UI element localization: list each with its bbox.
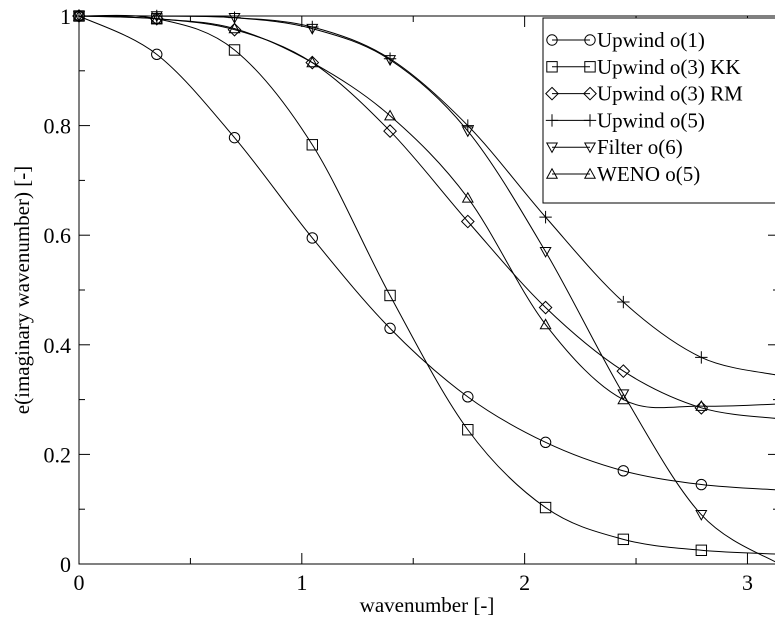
data-point xyxy=(617,389,630,401)
data-point xyxy=(617,295,630,309)
y-axis-title: e(imaginary wavenumber) [-] xyxy=(10,166,34,414)
data-point xyxy=(384,55,397,67)
series-markers xyxy=(72,9,709,556)
data-point xyxy=(228,22,241,34)
data-point xyxy=(462,391,474,403)
data-point xyxy=(462,424,474,436)
y-tick-label: 1 xyxy=(60,4,71,29)
data-point xyxy=(539,318,552,330)
data-point xyxy=(460,214,475,229)
y-tick-label: 0.4 xyxy=(44,333,72,358)
data-point xyxy=(383,52,397,65)
legend-label: Upwind o(1) xyxy=(597,28,705,52)
data-point xyxy=(539,436,552,449)
legend-marker xyxy=(546,34,558,46)
data-point xyxy=(694,400,709,415)
legend-marker xyxy=(583,114,597,127)
data-point xyxy=(149,11,164,26)
axis-ticks: 0 1 2 3 0 0.2 0.4 0.6 0.8 1 xyxy=(44,4,775,595)
data-point xyxy=(538,300,553,315)
x-axis-title: wavenumber [-] xyxy=(360,593,495,617)
data-point xyxy=(228,44,241,56)
data-point xyxy=(539,210,552,224)
x-tick-label: 0 xyxy=(74,570,85,595)
legend-marker xyxy=(546,61,558,73)
data-point xyxy=(617,465,630,477)
x-tick-label: 2 xyxy=(519,570,530,595)
legend-item: WENO o(5) xyxy=(545,162,700,186)
series-line xyxy=(78,15,775,419)
data-point xyxy=(539,501,552,514)
legend-label: Filter o(6) xyxy=(597,135,683,159)
data-point xyxy=(539,246,552,258)
data-point xyxy=(695,509,708,521)
legend-marker xyxy=(583,86,597,101)
x-tick-label: 3 xyxy=(742,570,753,595)
data-point xyxy=(151,48,163,61)
legend-marker xyxy=(584,34,596,46)
data-point xyxy=(461,191,474,203)
legend-label: Upwind o(3) KK xyxy=(597,55,740,79)
series-line xyxy=(78,15,775,409)
legend-item: Upwind o(5) xyxy=(545,108,705,132)
data-point xyxy=(461,126,474,138)
data-point xyxy=(305,55,320,70)
legend-item: Upwind o(3) KK xyxy=(546,55,740,79)
legend-label: Upwind o(3) RM xyxy=(597,82,743,106)
series-line xyxy=(78,14,775,555)
legend-item: Filter o(6) xyxy=(545,135,683,159)
data-point xyxy=(306,56,319,68)
legend-marker xyxy=(583,142,597,154)
data-point xyxy=(384,109,397,121)
y-tick-label: 0.6 xyxy=(44,223,72,248)
legend-item: Upwind o(1) xyxy=(546,28,705,52)
legend-marker xyxy=(545,142,559,154)
data-point xyxy=(227,22,242,37)
legend-marker xyxy=(545,114,559,127)
legend-marker xyxy=(583,167,597,179)
data-point xyxy=(695,399,708,411)
data-point xyxy=(695,351,708,364)
legend-marker xyxy=(545,86,559,101)
legend-item: Upwind o(3) RM xyxy=(545,82,743,106)
data-point xyxy=(617,533,630,546)
x-tick-label: 1 xyxy=(296,570,307,595)
y-tick-label: 0 xyxy=(60,552,71,577)
series-line xyxy=(78,15,775,491)
y-tick-label: 0.8 xyxy=(44,114,72,139)
legend: Upwind o(1) Upwind o(3) KK Upwind o(3) RMU… xyxy=(542,17,775,204)
data-point xyxy=(228,131,241,144)
legend-label: WENO o(5) xyxy=(597,162,700,186)
data-point xyxy=(384,289,396,302)
y-tick-label: 0.2 xyxy=(44,442,72,467)
data-point xyxy=(228,12,241,24)
legend-marker xyxy=(545,167,559,179)
data-point xyxy=(617,393,630,405)
data-point xyxy=(306,139,318,151)
data-point xyxy=(384,322,396,335)
data-point xyxy=(616,364,631,379)
data-point xyxy=(695,544,708,556)
data-point xyxy=(306,232,318,244)
data-point xyxy=(306,23,319,35)
data-point xyxy=(695,478,708,491)
legend-box xyxy=(542,17,775,204)
legend-label: Upwind o(5) xyxy=(597,108,705,132)
data-point xyxy=(150,12,163,24)
data-point xyxy=(383,124,397,138)
data-point xyxy=(461,119,475,132)
legend-marker xyxy=(584,61,596,73)
